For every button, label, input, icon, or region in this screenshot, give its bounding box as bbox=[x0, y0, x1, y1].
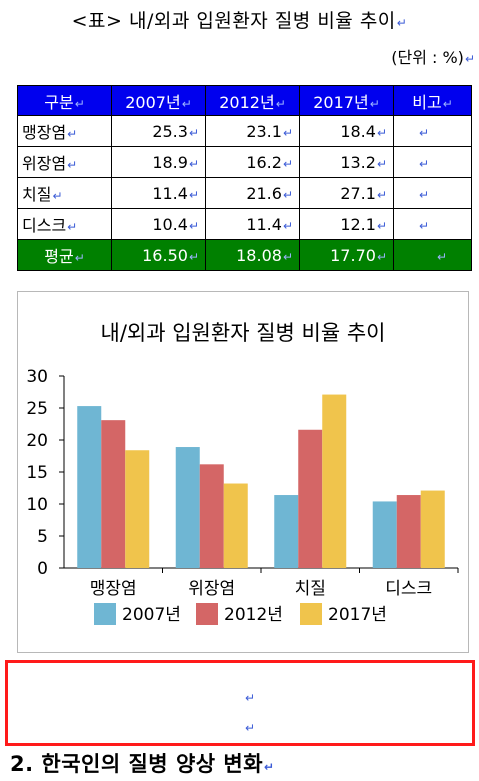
table-row: 맹장염↵ 25.3↵ 23.1↵ 18.4↵ ↵ bbox=[17, 115, 472, 147]
x-tick-label: 치질 bbox=[295, 579, 326, 599]
footer-cell: 16.50↵ bbox=[111, 239, 206, 271]
header-cell-2017: 2017년↵ bbox=[299, 85, 394, 116]
table-cell: 27.1↵ bbox=[299, 177, 394, 209]
bar bbox=[274, 495, 299, 568]
footer-cell: 17.70↵ bbox=[299, 239, 394, 271]
bar bbox=[175, 447, 200, 568]
table-cell: 18.9↵ bbox=[111, 146, 206, 178]
chart-title: 내/외과 입원환자 질병 비율 추이 bbox=[101, 321, 386, 345]
y-tick-label: 20 bbox=[26, 431, 48, 451]
legend-label: 2012년 bbox=[224, 605, 283, 625]
table-cell: 12.1↵ bbox=[299, 208, 394, 240]
row-label: 맹장염↵ bbox=[17, 115, 112, 147]
x-tick-label: 디스크 bbox=[385, 579, 432, 599]
note-cell: ↵ bbox=[393, 146, 472, 178]
table-cell: 16.2↵ bbox=[205, 146, 300, 178]
table-cell: 10.4↵ bbox=[111, 208, 206, 240]
y-tick-label: 5 bbox=[37, 527, 48, 547]
legend-swatch bbox=[300, 603, 322, 625]
header-cell-category: 구분↵ bbox=[17, 85, 112, 116]
footer-label: 평균↵ bbox=[17, 239, 112, 271]
unit-note: (단위 : %)↵ bbox=[391, 48, 475, 67]
bar bbox=[372, 501, 397, 568]
table-caption: <표> 내/외과 입원환자 질병 비율 추이↵ bbox=[71, 10, 408, 32]
note-cell: ↵ bbox=[393, 177, 472, 209]
bar bbox=[199, 464, 224, 568]
row-label: 디스크↵ bbox=[17, 208, 112, 240]
table-row: 치질↵ 11.4↵ 21.6↵ 27.1↵ ↵ bbox=[17, 177, 472, 209]
paragraph-mark-icon: ↵ bbox=[264, 760, 275, 774]
y-tick-label: 10 bbox=[26, 495, 48, 515]
header-cell-note: 비고↵ bbox=[393, 85, 472, 116]
table-cell: 21.6↵ bbox=[205, 177, 300, 209]
bar-chart: 내/외과 입원환자 질병 비율 추이 0 5 10 15 20 25 30 맹장염 위장염 치질 디스… bbox=[26, 321, 459, 625]
header-cell-2012: 2012년↵ bbox=[205, 85, 300, 116]
x-tick-label: 위장염 bbox=[188, 579, 235, 599]
y-tick-label: 30 bbox=[26, 367, 48, 387]
bar bbox=[125, 450, 150, 568]
table-cell: 18.4↵ bbox=[299, 115, 394, 147]
table-cell: 13.2↵ bbox=[299, 146, 394, 178]
legend-label: 2017년 bbox=[328, 605, 387, 625]
disease-ratio-table: 구분↵ 2007년↵ 2012년↵ 2017년↵ 비고↵ 맹장염↵ 25.3↵ … bbox=[17, 85, 472, 271]
table-cell: 11.4↵ bbox=[111, 177, 206, 209]
y-tick-label: 15 bbox=[26, 463, 48, 483]
x-tick-label: 맹장염 bbox=[90, 579, 137, 599]
legend-swatch bbox=[196, 603, 218, 625]
table-footer-row: 평균↵ 16.50↵ 18.08↵ 17.70↵ ↵ bbox=[17, 239, 472, 271]
footer-note-cell: ↵ bbox=[393, 239, 472, 271]
bar bbox=[223, 483, 248, 568]
bar bbox=[396, 495, 421, 568]
paragraph-mark-icon: ↵ bbox=[245, 691, 256, 705]
note-cell: ↵ bbox=[393, 208, 472, 240]
chart-frame: 내/외과 입원환자 질병 비율 추이 0 5 10 15 20 25 30 맹장염 위장염 치질 디스… bbox=[17, 291, 469, 653]
table-cell: 25.3↵ bbox=[111, 115, 206, 147]
table-cell: 23.1↵ bbox=[205, 115, 300, 147]
footer-cell: 18.08↵ bbox=[205, 239, 300, 271]
table-header-row: 구분↵ 2007년↵ 2012년↵ 2017년↵ 비고↵ bbox=[17, 85, 472, 116]
paragraph-mark-icon: ↵ bbox=[245, 721, 256, 735]
y-tick-label: 0 bbox=[37, 559, 48, 579]
table-row: 디스크↵ 10.4↵ 11.4↵ 12.1↵ ↵ bbox=[17, 208, 472, 240]
header-cell-2007: 2007년↵ bbox=[111, 85, 206, 116]
highlight-box: ↵ ↵ bbox=[5, 660, 475, 746]
bar bbox=[420, 490, 445, 568]
bar bbox=[77, 406, 102, 568]
y-tick-label: 25 bbox=[26, 399, 48, 419]
legend-swatch bbox=[94, 603, 116, 625]
paragraph-mark-icon: ↵ bbox=[464, 52, 475, 66]
bar bbox=[101, 420, 126, 568]
note-cell: ↵ bbox=[393, 115, 472, 147]
bar bbox=[298, 429, 323, 568]
table-row: 위장염↵ 18.9↵ 16.2↵ 13.2↵ ↵ bbox=[17, 146, 472, 178]
table-cell: 11.4↵ bbox=[205, 208, 300, 240]
row-label: 치질↵ bbox=[17, 177, 112, 209]
legend-label: 2007년 bbox=[122, 605, 181, 625]
paragraph-mark-icon: ↵ bbox=[396, 16, 408, 30]
section-heading: 2. 한국인의 질병 양상 변화↵ bbox=[10, 752, 275, 776]
bar bbox=[322, 394, 347, 568]
row-label: 위장염↵ bbox=[17, 146, 112, 178]
